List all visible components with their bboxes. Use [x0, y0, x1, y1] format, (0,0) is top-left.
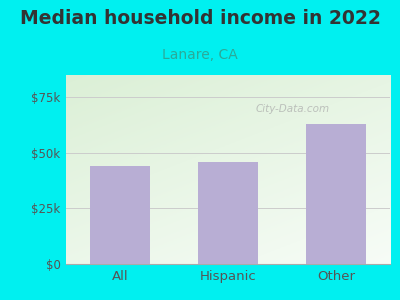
- Bar: [306, 124, 366, 264]
- Bar: [198, 162, 258, 264]
- Bar: [90, 166, 150, 264]
- Text: Median household income in 2022: Median household income in 2022: [20, 9, 380, 28]
- Text: City-Data.com: City-Data.com: [256, 104, 330, 114]
- Text: Lanare, CA: Lanare, CA: [162, 48, 238, 62]
